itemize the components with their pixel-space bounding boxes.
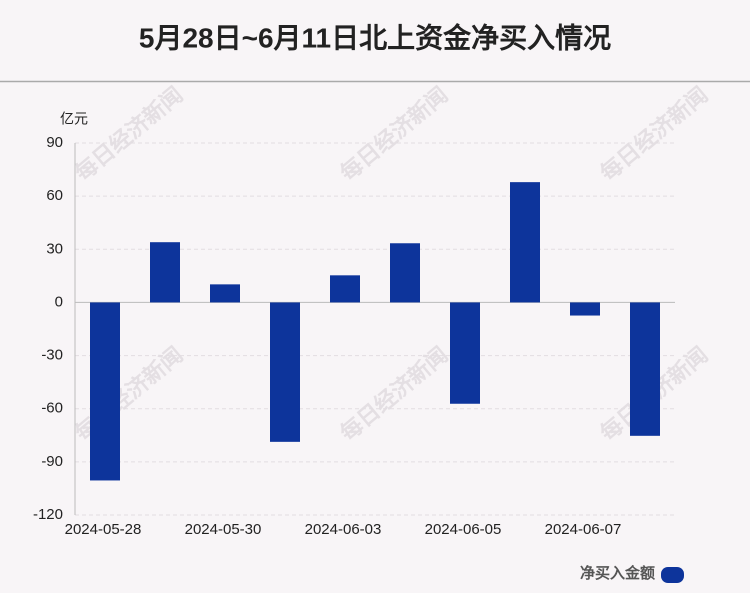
legend-label: 净买入金额	[580, 564, 655, 582]
y-tick-label: -120	[33, 506, 63, 523]
x-tick-label: 2024-06-03	[305, 521, 382, 538]
bar	[630, 302, 660, 436]
bar	[150, 242, 180, 303]
bar	[450, 302, 480, 404]
y-tick-label: 0	[55, 293, 63, 310]
bar	[390, 243, 420, 303]
bar	[270, 302, 300, 442]
y-tick-label: -90	[41, 453, 63, 470]
y-unit: 亿元	[60, 111, 88, 127]
y-tick-label: -60	[41, 400, 63, 417]
x-tick-label: 2024-06-07	[545, 521, 622, 538]
bar	[90, 302, 120, 481]
y-tick-label: -30	[41, 347, 63, 364]
y-tick-label: 90	[46, 134, 63, 151]
plot: -120 -90 -60 -30 0 30 60 90 2024-05-28 2024-05-30…	[33, 134, 675, 538]
bar	[330, 275, 360, 303]
x-tick-label: 2024-05-28	[65, 521, 142, 538]
y-tick-label: 60	[46, 187, 63, 204]
bar	[570, 302, 600, 316]
chart-title: 5月28日~6月11日北上资金净买入情况	[139, 21, 611, 53]
y-tick-label: 30	[46, 240, 63, 257]
bar	[510, 182, 540, 303]
x-tick-label: 2024-05-30	[185, 521, 262, 538]
legend-swatch	[661, 567, 684, 583]
bar	[210, 284, 240, 303]
x-tick-label: 2024-06-05	[425, 521, 502, 538]
